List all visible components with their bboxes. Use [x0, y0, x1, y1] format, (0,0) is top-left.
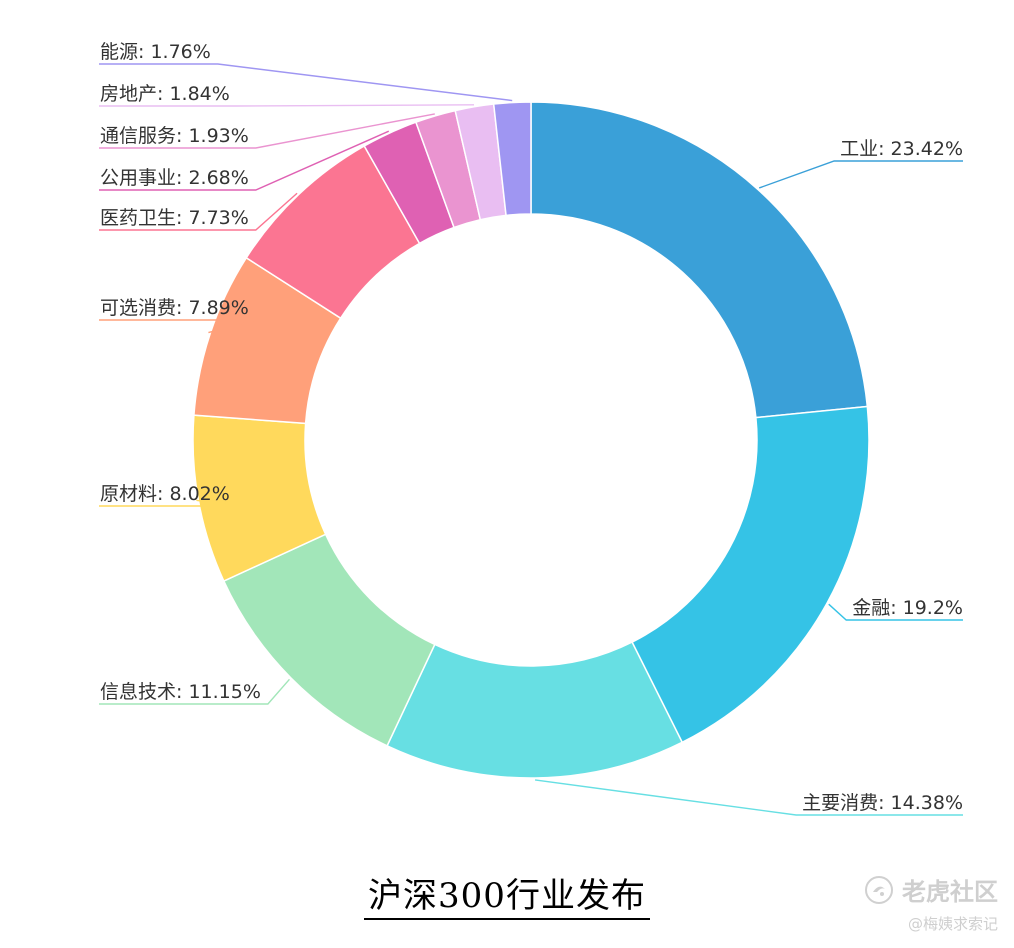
- watermark-brand: 老虎社区: [902, 878, 998, 906]
- watermark-author: @梅姨求索记: [907, 915, 998, 933]
- watermark: 老虎社区 @梅姨求索记: [864, 872, 998, 934]
- slice-label-5: 可选消费: 7.89%: [100, 297, 249, 319]
- slice-label-0: 工业: 23.42%: [840, 138, 963, 160]
- slice-1[interactable]: [631, 405, 870, 744]
- leader-line-2: [534, 779, 963, 816]
- leader-line-9: [99, 104, 475, 107]
- leader-line-1: [828, 603, 963, 621]
- leader-line-0: [758, 160, 963, 189]
- leader-line-3: [99, 678, 290, 705]
- leader-line-10: [99, 63, 513, 102]
- slice-label-8: 通信服务: 1.93%: [100, 125, 249, 147]
- slice-2[interactable]: [386, 641, 684, 779]
- slice-label-1: 金融: 19.2%: [852, 597, 963, 619]
- slice-10[interactable]: [492, 101, 532, 217]
- slice-label-9: 房地产: 1.84%: [100, 83, 230, 105]
- slice-label-4: 原材料: 8.02%: [100, 483, 230, 505]
- slice-label-10: 能源: 1.76%: [100, 41, 211, 63]
- donut-chart: 工业: 23.42% 金融: 19.2% 主要消费: 14.38% 信息技术: 11.…: [99, 41, 963, 816]
- slice-label-2: 主要消费: 14.38%: [802, 792, 963, 814]
- slice-label-7: 公用事业: 2.68%: [100, 167, 249, 189]
- slice-0[interactable]: [530, 101, 869, 419]
- tiger-logo-icon: [865, 875, 893, 904]
- leader-line-7: [99, 130, 390, 191]
- chart-caption: 沪深300行业发布: [0, 868, 1014, 920]
- slice-label-3: 信息技术: 11.15%: [100, 681, 261, 703]
- leader-line-6: [99, 192, 298, 231]
- slice-label-6: 医药卫生: 7.73%: [100, 207, 249, 229]
- leader-line-4: [99, 499, 237, 507]
- leader-line-5: [99, 319, 256, 334]
- leader-line-8: [99, 113, 435, 149]
- chart-caption-text: 沪深300行业发布: [364, 876, 650, 920]
